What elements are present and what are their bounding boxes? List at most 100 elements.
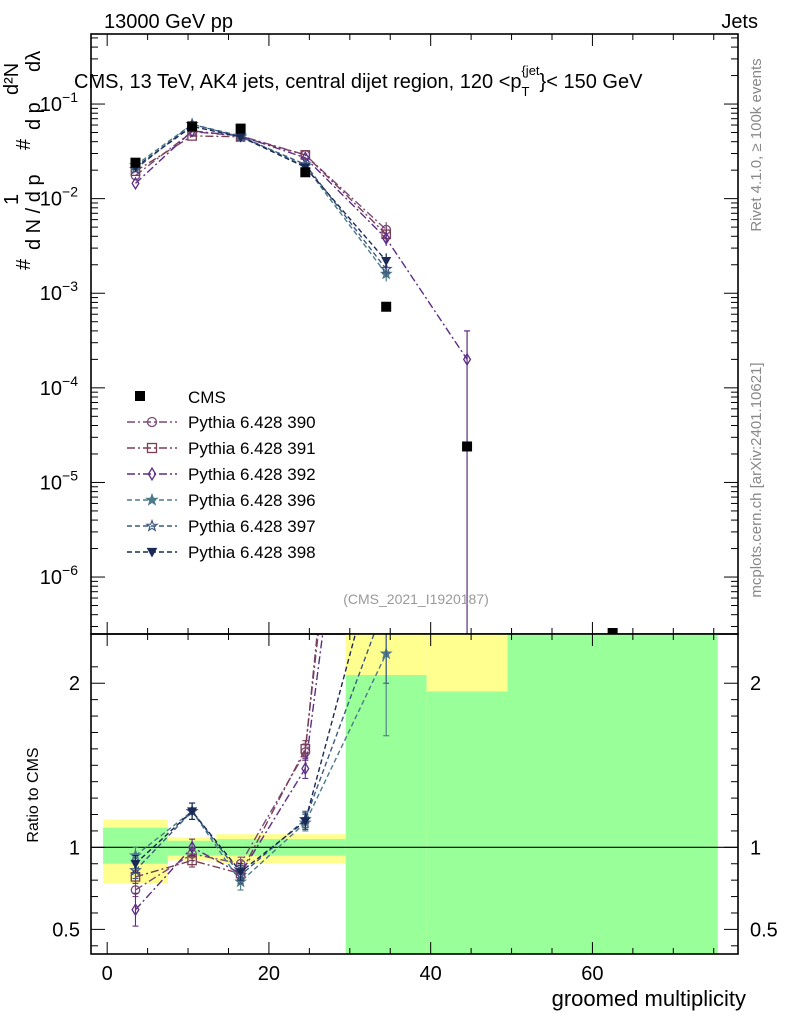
legend-marker-1-shape: [146, 416, 158, 428]
series-5-point-shape: [379, 262, 393, 275]
cms-point: [381, 301, 392, 312]
rivet-version-label: Rivet 4.1.0, ≥ 100k events: [748, 58, 765, 231]
legend-item-1: Pythia 6.428 390: [127, 413, 316, 432]
main-y-tick-base: 10: [40, 378, 62, 400]
main-y-tick-base: 10: [40, 283, 62, 305]
legend-cms-marker-shape: [135, 391, 145, 401]
main-plot: 10−610−510−410−310−210−1: [40, 33, 739, 638]
legend-marker-5: [145, 518, 159, 532]
series-4-line: [135, 123, 387, 275]
legend-item-2: Pythia 6.428 391: [127, 439, 316, 458]
ratio-y-tick-label-right: 2: [750, 673, 761, 695]
legend-marker-1: [146, 416, 158, 428]
x-tick-label: 60: [581, 963, 603, 985]
plot-title: CMS, 13 TeV, AK4 jets, central dijet reg…: [74, 63, 643, 99]
cms-point: [235, 123, 246, 134]
ylabel-hash-2: #: [13, 138, 35, 150]
ylabel-dp: d p: [23, 102, 45, 130]
ratio-series-2-point: [300, 744, 311, 754]
legend-label-5: Pythia 6.428 397: [188, 517, 316, 536]
ratio-series-6-point: [300, 817, 311, 827]
ylabel-d2n: d²N: [1, 63, 23, 95]
main-y-tick-base: 10: [40, 472, 62, 494]
series-3-point-shape: [462, 352, 472, 367]
title-p: p: [510, 71, 521, 93]
cms-point: [300, 167, 311, 178]
legend-label-3: Pythia 6.428 392: [188, 465, 316, 484]
ratio-stat-band: [426, 691, 508, 954]
ratio-series-2-point-shape: [300, 744, 311, 754]
legend-cms-label: CMS: [188, 388, 226, 407]
x-tick-label: 0: [102, 963, 113, 985]
series-3-point: [131, 176, 140, 191]
main-y-tick-label: 10−6: [40, 562, 78, 589]
main-y-tick-base: 10: [40, 94, 62, 116]
ratio-series-4-line: [135, 653, 387, 883]
ratio-y-tick-label-left: 2: [69, 673, 80, 695]
main-y-tick-exp: −6: [62, 562, 78, 578]
legend-marker-4-shape: [145, 492, 159, 506]
cms-point-shape: [607, 628, 618, 638]
ratio-series-group: [129, 23, 393, 927]
ratio-stat-band: [507, 634, 718, 954]
main-y-tick-label: 10−1: [40, 89, 78, 116]
analysis-id: (CMS_2021_I1920187): [343, 591, 489, 607]
main-y-tick-exp: −1: [62, 89, 78, 105]
series-3-point: [462, 352, 472, 367]
ylabel-one: 1: [1, 194, 23, 205]
legend-marker-3: [147, 466, 157, 482]
legend-label-4: Pythia 6.428 396: [188, 491, 316, 510]
legend-marker-6: [146, 547, 158, 558]
title-sup: {jet: [521, 63, 539, 78]
legend-item-3: Pythia 6.428 392: [127, 465, 316, 484]
cms-point-shape: [187, 121, 198, 132]
legend-item-4: Pythia 6.428 396: [127, 491, 316, 510]
series-1-line: [135, 130, 387, 231]
title-prefix: CMS, 13 TeV, AK4 jets, central dijet reg…: [74, 71, 510, 93]
cms-point-shape: [381, 301, 392, 312]
cms-point: [607, 628, 618, 638]
ratio-series-3-point-shape: [301, 761, 310, 776]
main-y-tick-label: 10−4: [40, 373, 78, 400]
ylabel-dl: dλ: [23, 51, 45, 72]
ratio-series-6: [130, 516, 390, 881]
legend-item-5: Pythia 6.428 397: [127, 517, 316, 536]
ratio-series-2-point-shape: [187, 855, 197, 866]
ratio-series-6-point: [235, 868, 246, 878]
ylabel-dn: d N / d p: [23, 174, 45, 250]
ratio-y-axis-label: Ratio to CMS: [25, 747, 42, 842]
ratio-series-3-point: [187, 840, 197, 855]
ratio-series-3-line: [134, 634, 324, 911]
ratio-series-6-point-shape: [382, 516, 390, 524]
source-label: mcplots.cern.ch [arXiv:2401.10621]: [748, 362, 765, 597]
legend-label-1: Pythia 6.428 390: [188, 413, 316, 432]
legend-marker-3-shape: [147, 466, 157, 482]
ratio-series-2-point: [382, 23, 390, 31]
ratio-series-2-line: [135, 634, 319, 878]
ratio-series-2-point-shape: [382, 23, 390, 31]
legend-item-cms: CMS: [135, 388, 226, 407]
series-6-point-shape: [381, 256, 392, 267]
legend-marker-2: [146, 442, 158, 454]
series-6-line: [135, 125, 387, 262]
ratio-series-6-point: [187, 807, 198, 817]
title-sub: T: [522, 84, 530, 99]
legend-label-2: Pythia 6.428 391: [188, 439, 316, 458]
main-y-axis-label: # d N / d p 1 # d p d²N dλ: [1, 51, 45, 270]
ratio-plot: 0 20 40 60 0.5 0.5 1 1 2 2: [52, 23, 778, 985]
x-tick-label: 20: [258, 963, 280, 985]
legend-label-6: Pythia 6.428 398: [188, 543, 316, 562]
main-y-tick-exp: −4: [62, 373, 78, 389]
cms-point-shape: [462, 441, 473, 452]
ratio-y-tick-label-right: 0.5: [750, 919, 778, 941]
ratio-y-tick-label-left: 0.5: [52, 919, 80, 941]
ylabel-hash-1: #: [13, 258, 35, 270]
main-y-tick-exp: −3: [62, 278, 78, 294]
cms-point-shape: [235, 123, 246, 134]
series-3-point: [382, 231, 391, 246]
category-label: Jets: [721, 11, 758, 33]
ratio-series-3-point-shape: [383, 136, 390, 147]
ratio-series-6-point-shape: [187, 807, 198, 817]
cms-point: [130, 157, 141, 168]
